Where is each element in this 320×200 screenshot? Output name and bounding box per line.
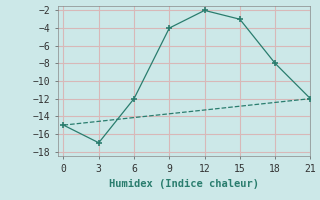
X-axis label: Humidex (Indice chaleur): Humidex (Indice chaleur) [109, 179, 259, 189]
